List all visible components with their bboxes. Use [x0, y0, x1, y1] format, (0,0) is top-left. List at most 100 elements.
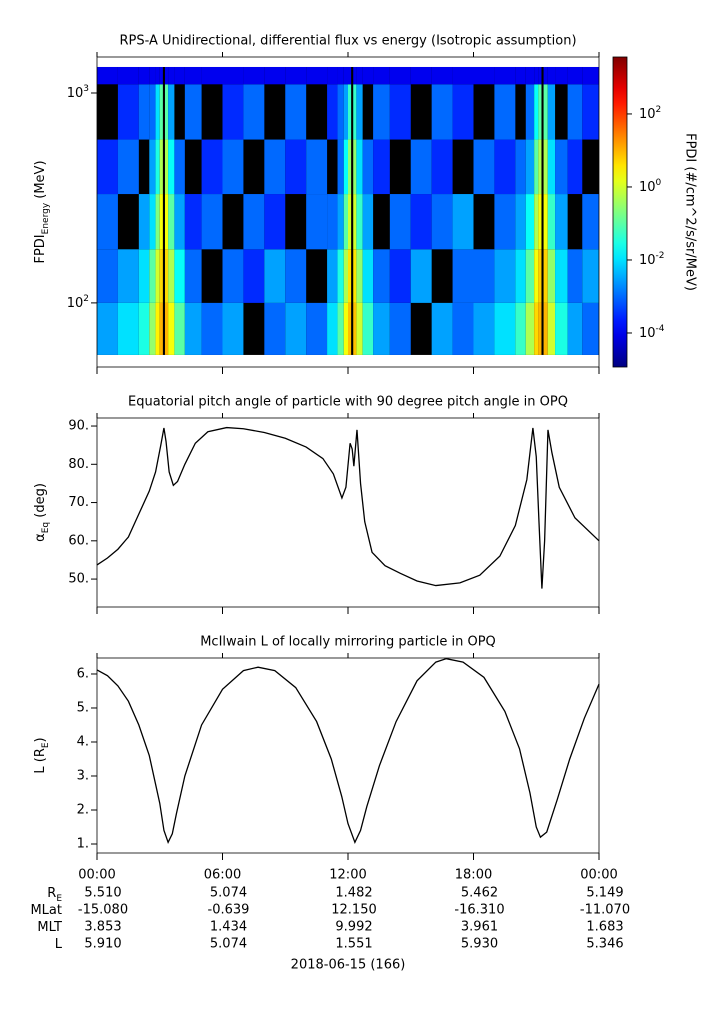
text-part: L (R [33, 748, 48, 773]
heatmap-cell [159, 194, 163, 250]
heatmap-cell [348, 194, 352, 250]
heatmap-cell [582, 249, 599, 303]
heatmap-cell [97, 194, 118, 250]
colorbar-tick-label: 100 [639, 177, 662, 194]
heatmap-cell [184, 84, 202, 140]
text-part: Energy [41, 202, 51, 234]
y-tick-label: 103 [67, 83, 89, 100]
heatmap-cell [356, 139, 363, 195]
heatmap-cell [389, 194, 411, 250]
heatmap-cell [547, 66, 556, 85]
heatmap-cell [164, 84, 169, 140]
heatmap-cell [373, 302, 390, 355]
heatmap-cell [168, 66, 175, 85]
heatmap-cell [168, 139, 175, 195]
ephemeris-row-label: RE [47, 886, 62, 904]
heatmap-cell [164, 249, 169, 303]
heatmap-cell [222, 66, 244, 85]
text-part: -4 [656, 323, 665, 333]
heatmap-cell [155, 194, 160, 250]
ephemeris-value: 1.551 [335, 937, 372, 952]
heatmap-cell [164, 139, 169, 195]
heatmap-cell [264, 194, 286, 250]
heatmap-cell [264, 139, 286, 195]
text-part: MLT [37, 920, 62, 935]
heatmap-cell [353, 139, 357, 195]
heatmap-cell [149, 194, 156, 250]
heatmap-cell [389, 249, 411, 303]
heatmap-cell [164, 66, 169, 85]
heatmap-cell [431, 194, 453, 250]
heatmap-cell [373, 249, 390, 303]
ephemeris-value: 5.510 [84, 886, 121, 901]
text-part: MLat [30, 903, 62, 918]
heatmap-cell [362, 249, 374, 303]
y-axis-label: FPDIEnergy (MeV) [33, 160, 51, 263]
y-tick-label: 4. [77, 734, 89, 749]
heatmap-cell [373, 84, 390, 140]
y-tick-label: 6. [77, 666, 89, 681]
heatmap-cell [538, 66, 542, 85]
text-part: Eq [41, 522, 51, 533]
ephemeris-value: -0.639 [208, 903, 250, 918]
heatmap-cell [184, 194, 202, 250]
heatmap-cell [452, 194, 474, 250]
heatmap-cell [155, 139, 160, 195]
ephemeris-value: 9.992 [335, 920, 372, 935]
heatmap-cell [306, 302, 328, 355]
text-part: 10 [639, 325, 656, 340]
heatmap-cell [337, 302, 344, 355]
heatmap-cell [149, 249, 156, 303]
heatmap-cell [243, 84, 265, 140]
heatmap-cell [353, 194, 357, 250]
y-tick-label: 102 [67, 293, 89, 310]
heatmap-cell [264, 66, 286, 85]
heatmap-cell [525, 302, 535, 355]
heatmap-cell [343, 84, 348, 140]
colorbar-tick-label: 10-2 [639, 250, 665, 267]
heatmap-cell [159, 84, 163, 140]
heatmap-cell [525, 249, 535, 303]
heatmap-cell [547, 302, 556, 355]
text-part: 10 [67, 85, 84, 100]
heatmap-cell [159, 66, 163, 85]
heatmap-cell [538, 302, 542, 355]
heatmap-cell [452, 302, 474, 355]
heatmap-cell [538, 139, 542, 195]
heatmap-cell [582, 302, 599, 355]
heatmap-cell [168, 194, 175, 250]
text-part: 10 [639, 106, 656, 121]
heatmap-cell [348, 66, 352, 85]
heatmap-cell [343, 302, 348, 355]
ephemeris-value: -16.310 [454, 903, 504, 918]
heatmap-cell [149, 66, 156, 85]
panel-title: McIlwain L of locally mirroring particle… [200, 635, 496, 650]
heatmap-cell [353, 249, 357, 303]
heatmap-cell [534, 66, 539, 85]
data-line [96, 426, 600, 589]
y-tick-label: 60. [68, 533, 89, 548]
heatmap-cell [337, 66, 344, 85]
heatmap-cell [356, 302, 363, 355]
heatmap-cell [149, 84, 156, 140]
heatmap-cell [337, 194, 344, 250]
heatmap-cell [410, 139, 432, 195]
heatmap-cell [431, 84, 453, 140]
heatmap-cell [373, 66, 390, 85]
heatmap-cell [525, 194, 535, 250]
heatmap-cell [222, 302, 244, 355]
heatmap-cell [555, 139, 568, 195]
text-part: 10 [639, 179, 656, 194]
text-part: 2 [83, 293, 89, 303]
ephemeris-row-label: MLat [30, 903, 62, 918]
heatmap-cell [538, 194, 542, 250]
heatmap-cell [184, 66, 202, 85]
heatmap-cell [543, 249, 548, 303]
heatmap-cell [431, 302, 453, 355]
heatmap-cell [337, 84, 344, 140]
panel-title: RPS-A Unidirectional, differential flux … [119, 34, 576, 49]
ephemeris-value: -15.080 [78, 903, 128, 918]
text-part: (MeV) [33, 160, 48, 202]
heatmap-cell [184, 249, 202, 303]
heatmap-cell [138, 84, 150, 140]
